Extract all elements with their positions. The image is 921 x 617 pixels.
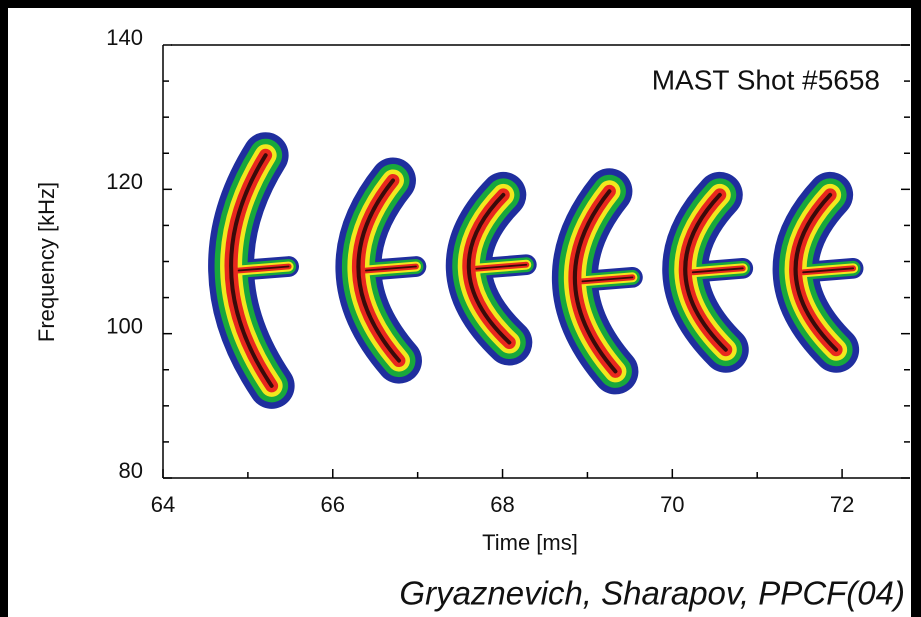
annotation: MAST Shot #5658 [652, 64, 880, 95]
burst-arm [691, 267, 744, 274]
burst [208, 132, 299, 409]
burst-level [572, 189, 618, 374]
x-tick-label: 64 [151, 492, 175, 517]
burst [335, 157, 427, 384]
burst-level [793, 192, 839, 352]
frame-left [0, 0, 8, 617]
y-tick-label: 100 [106, 313, 143, 338]
burst [772, 171, 864, 373]
burst-level [229, 153, 274, 388]
burst-level [466, 192, 512, 345]
burst-arm [365, 265, 417, 272]
caption: Gryaznevich, Sharapov, PPCF(04) [399, 575, 905, 612]
y-tick-label: 120 [106, 169, 143, 194]
burst [551, 168, 643, 395]
y-tick-label: 80 [119, 458, 143, 483]
frame-top [0, 0, 921, 8]
burst-level [356, 178, 401, 363]
burst-arm [802, 267, 855, 274]
spectrogram [208, 132, 864, 409]
burst [445, 171, 537, 366]
frame-right [911, 0, 921, 617]
x-tick-label: 70 [660, 492, 684, 517]
burst-arm [237, 265, 290, 272]
x-tick-label: 68 [490, 492, 514, 517]
burst [662, 171, 754, 373]
y-axis-label: Frequency [kHz] [34, 182, 59, 342]
burst-arm [475, 263, 528, 270]
burst-arm [581, 276, 634, 283]
x-tick-label: 66 [321, 492, 345, 517]
burst-level [683, 192, 728, 352]
axes: 80 100 120 140 64 66 68 70 72 [106, 25, 910, 517]
x-axis-label: Time [ms] [482, 530, 578, 555]
y-tick-label: 140 [106, 25, 143, 50]
x-tick-label: 72 [830, 492, 854, 517]
